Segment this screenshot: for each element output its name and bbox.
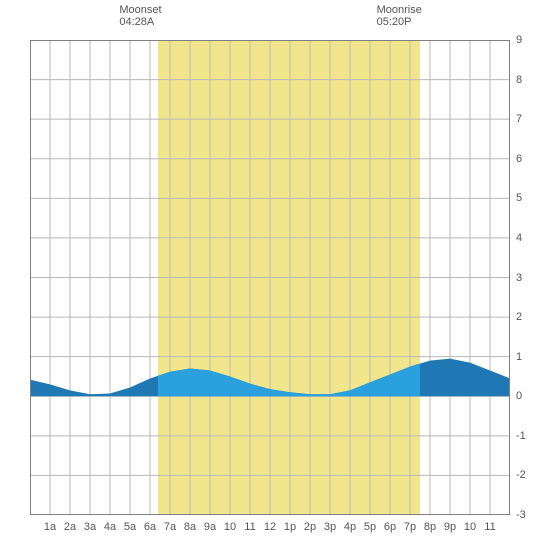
x-tick-label: 2p xyxy=(304,521,316,533)
y-tick-label: 9 xyxy=(516,34,522,46)
x-tick-label: 6a xyxy=(144,521,156,533)
y-tick-label: -1 xyxy=(516,430,526,442)
x-tick-label: 3p xyxy=(324,521,336,533)
plot-area xyxy=(30,40,510,515)
y-tick-label: 2 xyxy=(516,311,522,323)
x-tick-label: 8p xyxy=(424,521,436,533)
y-tick-label: 6 xyxy=(516,153,522,165)
y-tick-label: 1 xyxy=(516,351,522,363)
x-tick-label: 11 xyxy=(244,521,255,533)
y-tick-label: 8 xyxy=(516,74,522,86)
x-tick-label: 12 xyxy=(264,521,276,533)
x-tick-label: 5a xyxy=(124,521,136,533)
y-tick-label: -2 xyxy=(516,469,526,481)
y-tick-label: -3 xyxy=(516,509,526,521)
y-tick-label: 3 xyxy=(516,272,522,284)
x-tick-label: 1p xyxy=(284,521,296,533)
tide-chart: Moonset 04:28A Moonrise 05:20P 1a2a3a4a5… xyxy=(0,0,550,550)
y-tick-label: 4 xyxy=(516,232,522,244)
x-tick-label: 10 xyxy=(224,521,236,533)
x-tick-label: 1a xyxy=(44,521,56,533)
x-tick-label: 9a xyxy=(204,521,216,533)
y-tick-label: 7 xyxy=(516,113,522,125)
x-tick-label: 10 xyxy=(464,521,476,533)
x-tick-label: 8a xyxy=(184,521,196,533)
x-tick-label: 4a xyxy=(104,521,116,533)
x-tick-label: 2a xyxy=(64,521,76,533)
y-tick-label: 0 xyxy=(516,390,522,402)
chart-svg xyxy=(30,40,510,515)
y-tick-label: 5 xyxy=(516,192,522,204)
x-tick-label: 9p xyxy=(444,521,456,533)
x-tick-label: 4p xyxy=(344,521,356,533)
x-tick-label: 7p xyxy=(404,521,416,533)
x-tick-label: 3a xyxy=(84,521,96,533)
x-tick-label: 6p xyxy=(384,521,396,533)
x-tick-label: 7a xyxy=(164,521,176,533)
x-tick-label: 11 xyxy=(484,521,495,533)
x-tick-label: 5p xyxy=(364,521,376,533)
